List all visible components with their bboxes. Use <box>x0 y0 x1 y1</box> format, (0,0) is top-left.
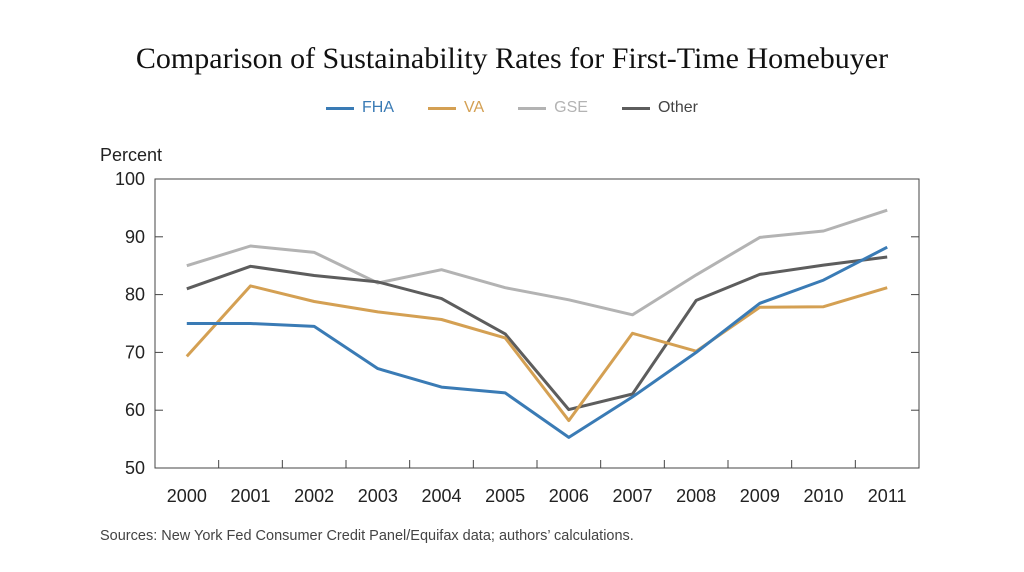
chart-title: Comparison of Sustainability Rates for F… <box>135 42 889 75</box>
x-tick-label: 2011 <box>868 486 907 506</box>
y-tick-label: 80 <box>125 285 145 305</box>
legend-item-va: VA <box>428 99 484 117</box>
x-tick-label: 2001 <box>230 486 270 506</box>
x-tick-label: 2008 <box>676 486 716 506</box>
x-tick-label: 2000 <box>167 486 207 506</box>
legend-swatch-va <box>428 106 457 110</box>
legend-label-fha: FHA <box>362 99 395 116</box>
x-tick-label: 2002 <box>294 486 334 506</box>
series-lines <box>185 208 888 439</box>
x-axis-tick-labels: 2000 2001 2002 2003 2004 2005 2006 2007 2008 2009… <box>167 486 907 506</box>
source-note: Sources: New York Fed Consumer Credit Pa… <box>100 528 634 544</box>
legend-item-fha: FHA <box>326 99 394 117</box>
legend-swatch-gse <box>518 106 547 110</box>
series-line-fha <box>186 245 888 439</box>
axis-ticks <box>155 178 919 469</box>
legend-label-va: VA <box>464 99 485 116</box>
y-tick-label: 60 <box>125 400 145 420</box>
x-tick-label: 2006 <box>549 486 589 506</box>
x-tick-label: 2009 <box>740 486 780 506</box>
y-axis-label: Percent <box>100 145 163 165</box>
y-tick-label: 90 <box>125 227 145 247</box>
legend-item-other: Other <box>621 99 698 117</box>
series-line-gse <box>186 208 888 317</box>
x-tick-label: 2010 <box>803 486 843 506</box>
y-tick-label: 100 <box>115 169 145 189</box>
legend-swatch-fha <box>326 106 355 110</box>
y-tick-label: 50 <box>125 458 145 478</box>
x-tick-label: 2004 <box>421 486 461 506</box>
chart-legend: FHA VA GSE Other <box>0 99 1024 117</box>
legend-item-gse: GSE <box>518 99 588 117</box>
legend-label-other: Other <box>657 99 698 116</box>
x-tick-label: 2007 <box>612 486 652 506</box>
x-tick-label: 2005 <box>485 486 525 506</box>
y-tick-label: 70 <box>125 342 145 362</box>
x-tick-label: 2003 <box>358 486 398 506</box>
series-line-va <box>185 284 888 423</box>
series-line-other <box>186 255 888 412</box>
y-axis-tick-labels: 50 60 70 80 90 100 <box>115 169 145 478</box>
legend-label-gse: GSE <box>554 99 588 116</box>
legend-swatch-other <box>621 106 650 110</box>
